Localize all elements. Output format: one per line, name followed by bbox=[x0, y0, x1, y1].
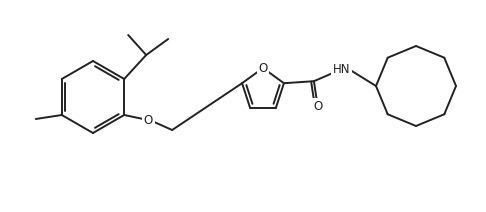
Text: O: O bbox=[313, 100, 323, 113]
Text: O: O bbox=[143, 113, 153, 127]
Text: HN: HN bbox=[333, 63, 351, 76]
Text: O: O bbox=[259, 61, 268, 74]
